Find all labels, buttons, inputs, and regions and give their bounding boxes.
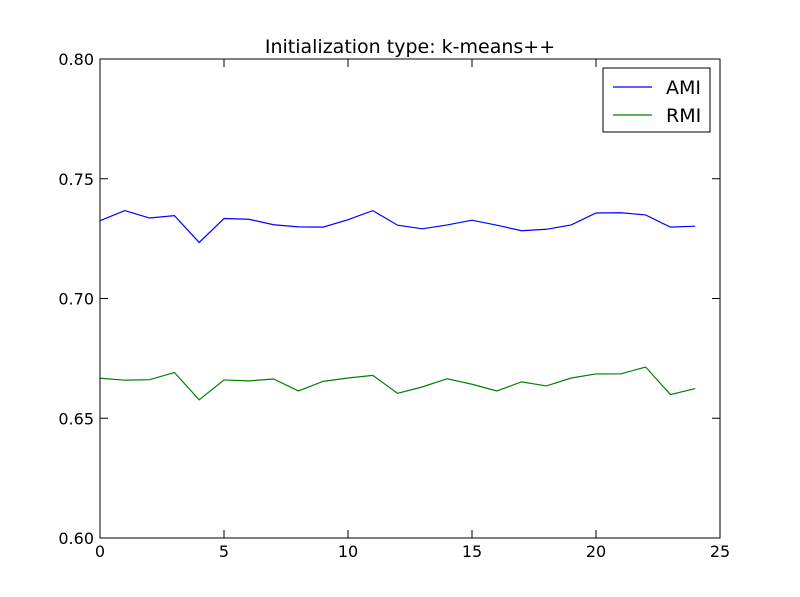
- y-tick-label: 0.70: [58, 290, 94, 309]
- y-tick-label: 0.60: [58, 529, 94, 548]
- y-tick-label: 0.65: [58, 409, 94, 428]
- x-tick-label: 10: [338, 542, 358, 561]
- y-tick-label: 0.80: [58, 50, 94, 69]
- legend: AMI RMI: [602, 67, 711, 133]
- legend-box: [602, 67, 711, 133]
- x-tick-label: 15: [462, 542, 482, 561]
- series-line-rmi: [99, 366, 696, 401]
- legend-label-rmi: RMI: [666, 105, 701, 127]
- x-tick-label: 25: [710, 542, 730, 561]
- chart-title: Initialization type: k-means++: [265, 36, 555, 58]
- legend-label-ami: AMI: [666, 77, 701, 99]
- series-layer: [99, 209, 696, 401]
- y-tick-label: 0.75: [58, 170, 94, 189]
- series-line-ami: [99, 209, 696, 244]
- ticks-layer: 0 5 10 15 20 25 0.60 0.65 0.70 0.75 0.80: [58, 50, 730, 561]
- x-tick-label: 5: [219, 542, 229, 561]
- x-tick-label: 20: [586, 542, 606, 561]
- x-tick-label: 0: [95, 542, 105, 561]
